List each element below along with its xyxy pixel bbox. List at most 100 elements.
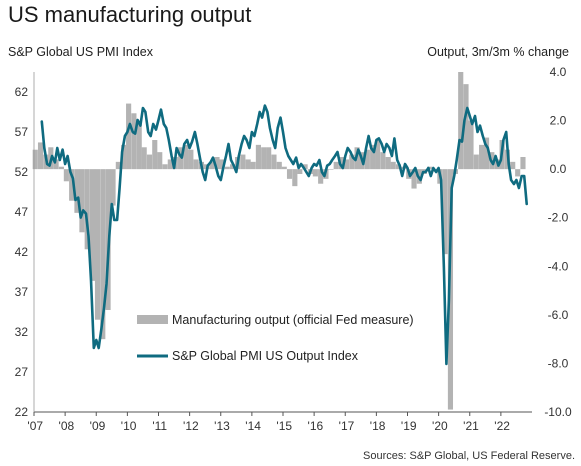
bar — [255, 144, 261, 170]
pmi-output-line — [40, 104, 529, 366]
bar — [131, 113, 137, 170]
bar — [74, 169, 80, 213]
x-tick-label: '22 — [494, 419, 510, 433]
legend-label-bar: Manufacturing output (official Fed measu… — [172, 313, 414, 327]
x-tick-label: '21 — [463, 419, 479, 433]
x-tick-label: '07 — [27, 419, 43, 433]
bar — [385, 157, 391, 170]
bar — [261, 147, 267, 170]
line-series — [40, 104, 529, 366]
bar — [468, 120, 474, 170]
bar — [266, 147, 272, 170]
bar — [126, 103, 132, 170]
bar — [245, 159, 251, 170]
right-tick-label: -4.0 — [548, 259, 569, 273]
right-axis-label: Output, 3m/3m % change — [427, 45, 569, 59]
bar — [286, 169, 293, 179]
bar — [115, 161, 121, 170]
x-tick-label: '18 — [370, 419, 386, 433]
x-tick-label: '15 — [276, 419, 292, 433]
source-note: Sources: S&P Global, US Federal Reserve. — [363, 450, 575, 462]
x-tick-label: '09 — [90, 419, 106, 433]
bar — [411, 169, 417, 189]
left-tick-label: 52 — [15, 165, 29, 179]
left-axis-label: S&P Global US PMI Index — [8, 45, 153, 59]
bar — [141, 147, 147, 170]
x-tick-label: '19 — [401, 419, 417, 433]
bar — [338, 157, 345, 170]
bar — [318, 169, 324, 184]
bar — [209, 161, 215, 170]
left-tick-label: 27 — [15, 365, 29, 379]
left-tick-label: 32 — [15, 325, 29, 339]
bar — [395, 164, 402, 170]
x-tick-label: '17 — [339, 419, 355, 433]
bar — [510, 161, 516, 170]
bar — [271, 154, 277, 170]
bar — [79, 169, 85, 233]
bar — [302, 164, 308, 170]
bar — [515, 169, 521, 177]
bar — [276, 161, 282, 170]
bar — [458, 72, 464, 170]
bar — [479, 144, 485, 170]
bar — [375, 140, 381, 170]
bar — [183, 144, 189, 170]
bar — [157, 152, 163, 170]
bar — [89, 169, 96, 281]
bar — [343, 159, 350, 170]
legend-label-line: S&P Global PMI US Output Index — [172, 349, 359, 363]
legend: Manufacturing output (official Fed measu… — [137, 313, 414, 363]
bar — [178, 147, 184, 170]
left-tick-label: 57 — [15, 125, 29, 139]
bar — [69, 169, 75, 201]
left-tick-label: 47 — [15, 205, 29, 219]
bar — [146, 154, 153, 170]
bar — [214, 157, 220, 170]
left-tick-label: 42 — [15, 245, 29, 259]
bar — [53, 159, 59, 170]
bar — [442, 169, 448, 255]
bar — [312, 169, 318, 177]
bar — [63, 169, 69, 182]
x-tick-label: '16 — [308, 419, 324, 433]
right-tick-label: 4.0 — [550, 65, 567, 79]
bar — [250, 161, 256, 170]
bar — [473, 154, 479, 170]
legend-swatch-bar — [137, 315, 168, 324]
bar — [333, 161, 339, 170]
bar — [136, 123, 142, 170]
right-tick-label: -6.0 — [548, 308, 569, 322]
bar — [240, 154, 246, 170]
bar — [152, 140, 158, 170]
right-tick-label: 2.0 — [550, 114, 567, 128]
bar — [84, 169, 90, 250]
bar — [349, 154, 355, 170]
bar — [230, 164, 236, 170]
bar — [219, 159, 225, 170]
bar — [463, 84, 469, 170]
bar — [94, 169, 101, 320]
chart-title: US manufacturing output — [8, 2, 252, 27]
bar — [520, 157, 526, 170]
x-tick-label: '10 — [121, 419, 137, 433]
bar — [37, 142, 44, 170]
bar — [292, 169, 298, 187]
left-tick-label: 62 — [15, 85, 29, 99]
bar — [297, 169, 303, 174]
x-tick-label: '20 — [432, 419, 448, 433]
bar — [162, 164, 168, 170]
bar — [58, 166, 64, 170]
bar — [167, 159, 173, 170]
bar — [193, 159, 199, 170]
bar — [364, 149, 370, 170]
x-tick-label: '11 — [152, 419, 167, 433]
right-tick-label: -2.0 — [548, 211, 569, 225]
axes: 22 27 32 37 42 47 52 57 62 4.0 2.0 0.0 -2.0 -4.0 -6.0 -… — [15, 65, 572, 433]
bar — [380, 152, 386, 170]
bar — [224, 166, 230, 170]
bar — [110, 169, 116, 206]
bar — [188, 149, 194, 170]
bar — [121, 144, 127, 170]
